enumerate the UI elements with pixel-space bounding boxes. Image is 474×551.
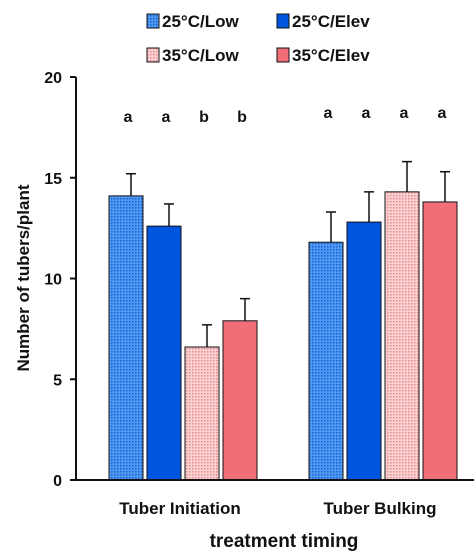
x-category-labels: Tuber Initiation Tuber Bulking [119,499,436,518]
legend-label: 25°C/Low [162,12,239,31]
significance-letter: a [362,105,371,122]
legend-swatch [146,13,160,29]
significance-letter: a [438,105,447,122]
significance-letter: a [162,109,171,126]
y-tick-label: 5 [53,372,62,389]
x-tick-label: Tuber Initiation [119,499,241,518]
legend-swatch [276,47,290,63]
y-tick-label: 15 [44,171,62,188]
significance-letter: b [199,109,209,126]
bar [346,221,382,481]
bar [184,346,220,481]
y-axis-title: Number of tubers/plant [14,184,33,371]
legend-swatch [146,47,160,63]
legend-label: 25°C/Elev [292,12,370,31]
legend-swatch [276,13,290,29]
bar [222,320,258,481]
legend-label: 35°C/Elev [292,46,370,65]
legend-label: 35°C/Low [162,46,239,65]
significance-letter: a [400,105,409,122]
bar [422,201,458,481]
y-axis: 0 5 10 15 20 [44,70,77,490]
significance-letter: a [124,109,133,126]
y-tick-label: 20 [44,70,62,87]
significance-letter: a [324,105,333,122]
y-tick-label: 0 [53,473,62,490]
y-tick-label: 10 [44,272,62,289]
bar [308,241,344,481]
bar [384,191,420,481]
x-axis-title: treatment timing [210,531,359,551]
bar [108,195,144,481]
x-tick-label: Tuber Bulking [323,499,436,518]
legend: 25°C/Low 25°C/Elev 35°C/Low 35°C/Elev [146,12,370,65]
significance-letter: b [237,109,247,126]
bar [146,225,182,481]
